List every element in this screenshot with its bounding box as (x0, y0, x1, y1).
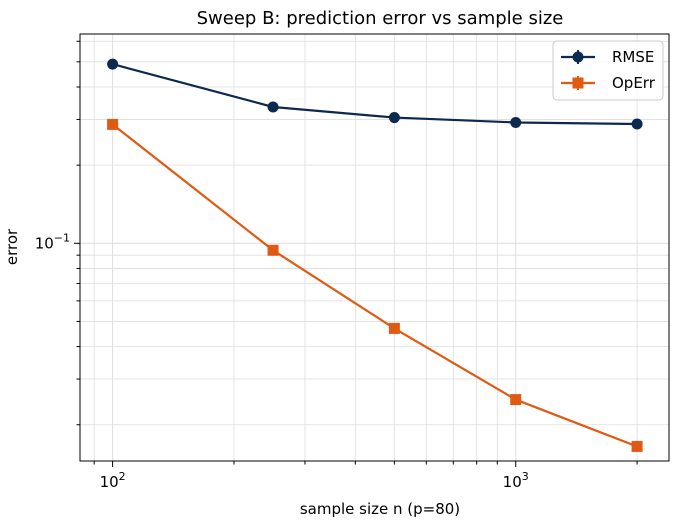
rmse-point (510, 116, 522, 128)
x-tick-label: 103 (503, 470, 529, 491)
rmse-point (107, 58, 119, 70)
operr-point (267, 244, 279, 256)
operr-point (388, 322, 400, 334)
operr-point (510, 394, 522, 406)
x-tick-label: 102 (100, 470, 126, 491)
rmse-point (267, 101, 279, 113)
y-tick-label: 10−1 (35, 231, 70, 252)
legend-operr-label: OpErr (612, 74, 656, 92)
operr-point (631, 440, 643, 452)
axis-ticks: 102 103 10−1 (35, 40, 638, 491)
x-axis-label: sample size n (p=80) (300, 500, 460, 518)
legend-rmse-marker (572, 51, 584, 63)
plot-frame (79, 33, 670, 462)
legend: RMSE OpErr (552, 40, 664, 101)
chart-title: Sweep B: prediction error vs sample size (197, 8, 564, 29)
operr-line (111, 123, 638, 448)
legend-rmse-label: RMSE (612, 48, 654, 66)
operr-point (107, 118, 119, 130)
rmse-point (388, 112, 400, 124)
series-layer (107, 58, 643, 452)
legend-operr-marker (572, 77, 584, 89)
y-axis-label: error (3, 228, 21, 265)
rmse-point (631, 118, 643, 130)
